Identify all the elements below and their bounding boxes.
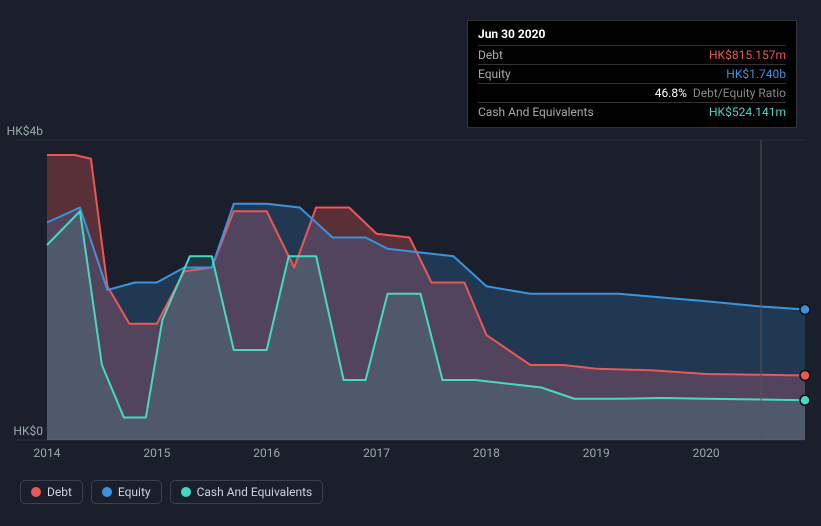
legend-item[interactable]: Equity — [91, 480, 162, 504]
x-axis-label: 2015 — [137, 446, 177, 460]
x-axis-label: 2017 — [357, 446, 397, 460]
legend-item[interactable]: Debt — [20, 480, 83, 504]
tooltip-row-label: Cash And Equivalents — [478, 105, 594, 119]
legend-label: Equity — [118, 485, 151, 499]
tooltip-row-value: HK$1.740b — [726, 67, 786, 81]
legend-dot-icon — [181, 487, 191, 497]
tooltip-row-label: Equity — [478, 67, 511, 81]
legend-dot-icon — [31, 487, 41, 497]
tooltip-row-label: Debt — [478, 48, 503, 62]
y-axis-label: HK$4b — [0, 124, 43, 138]
legend-dot-icon — [102, 487, 112, 497]
x-axis-label: 2019 — [576, 446, 616, 460]
chart-tooltip: Jun 30 2020 Debt HK$815.157m Equity HK$1.74… — [467, 20, 797, 128]
tooltip-row: 46.8% Debt/Equity Ratio — [478, 83, 786, 102]
legend-label: Cash And Equivalents — [197, 485, 313, 499]
x-axis-label: 2018 — [466, 446, 506, 460]
y-axis-label: HK$0 — [0, 424, 43, 438]
x-axis-label: 2014 — [27, 446, 67, 460]
chart-legend: Debt Equity Cash And Equivalents — [20, 480, 323, 504]
x-axis-label: 2020 — [686, 446, 726, 460]
tooltip-row: Equity HK$1.740b — [478, 64, 786, 83]
x-axis-label: 2016 — [247, 446, 287, 460]
tooltip-date: Jun 30 2020 — [478, 27, 786, 45]
tooltip-row-value: 46.8% Debt/Equity Ratio — [655, 86, 786, 100]
tooltip-row-value: HK$524.141m — [709, 105, 786, 119]
tooltip-row-value: HK$815.157m — [709, 48, 786, 62]
legend-item[interactable]: Cash And Equivalents — [170, 480, 324, 504]
tooltip-row: Debt HK$815.157m — [478, 45, 786, 64]
legend-label: Debt — [47, 485, 72, 499]
tooltip-row: Cash And Equivalents HK$524.141m — [478, 102, 786, 121]
